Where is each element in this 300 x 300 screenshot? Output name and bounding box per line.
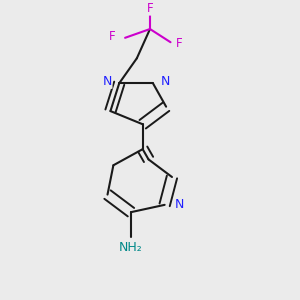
Text: F: F [109,30,115,43]
Text: F: F [147,2,153,15]
Text: NH₂: NH₂ [119,242,143,254]
Text: N: N [175,198,184,211]
Text: N: N [103,75,112,88]
Text: N: N [160,75,170,88]
Text: F: F [176,37,183,50]
